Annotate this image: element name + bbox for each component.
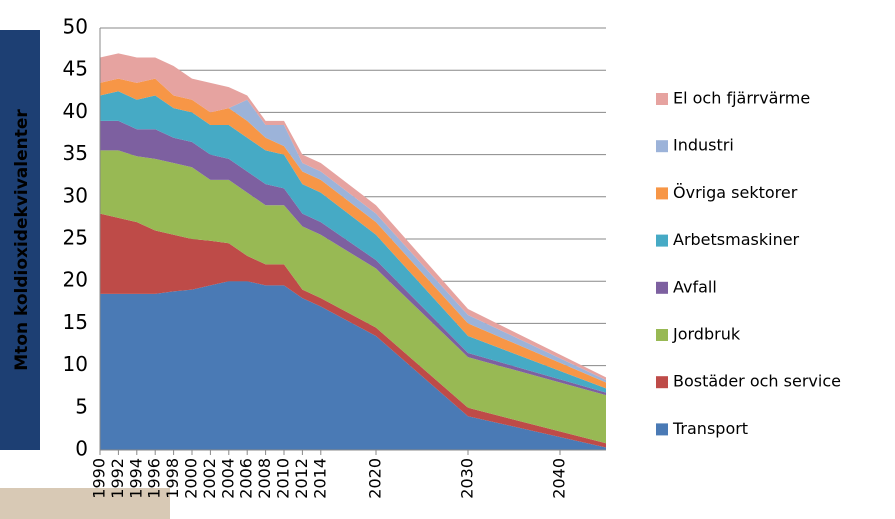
- y-axis-label: Mton koldioxidekvivalenter: [12, 109, 32, 371]
- legend-swatch: [656, 93, 668, 105]
- x-tick-label: 2020: [366, 458, 385, 499]
- y-tick-label: 35: [63, 141, 88, 165]
- x-tick-label: 2002: [200, 458, 219, 499]
- x-tick-label: 2000: [182, 458, 201, 499]
- x-tick-label: 2030: [458, 458, 477, 499]
- legend-swatch: [656, 235, 668, 247]
- y-tick-label: 15: [63, 310, 88, 334]
- y-tick-label: 5: [75, 394, 88, 418]
- legend-label: Bostäder och service: [673, 372, 841, 391]
- x-tick-label: 2014: [310, 458, 329, 499]
- legend-swatch: [656, 140, 668, 152]
- x-tick-label: 2006: [237, 458, 256, 499]
- y-tick-label: 30: [63, 183, 88, 207]
- x-tick-label: 2040: [550, 458, 569, 499]
- x-tick-label: 2004: [218, 458, 237, 499]
- legend-swatch: [656, 423, 668, 435]
- legend-label: El och fjärrvärme: [673, 89, 810, 108]
- y-tick-label: 25: [63, 226, 88, 250]
- x-tick-label: 2010: [274, 458, 293, 499]
- legend-swatch: [656, 187, 668, 199]
- y-tick-label: 0: [75, 437, 88, 461]
- x-tick-label: 1990: [90, 458, 109, 499]
- x-tick-label: 1992: [108, 458, 127, 499]
- y-tick-label: 40: [63, 99, 88, 123]
- x-tick-label: 2012: [292, 458, 311, 499]
- y-tick-label: 45: [63, 57, 88, 81]
- legend-label: Transport: [672, 419, 748, 438]
- legend-label: Avfall: [673, 277, 717, 296]
- legend-swatch: [656, 282, 668, 294]
- chart: Mton koldioxidekvivalenter 0 5 10 15 20 25 30 3…: [0, 0, 895, 519]
- y-tick-label: 50: [63, 15, 88, 39]
- x-tick-label: 1994: [126, 458, 145, 499]
- y-tick-label: 20: [63, 268, 88, 292]
- x-tick-label: 1998: [163, 458, 182, 499]
- x-tick-label: 1996: [145, 458, 164, 499]
- legend-label: Övriga sektorer: [673, 183, 798, 202]
- legend-label: Arbetsmaskiner: [673, 230, 800, 249]
- y-tick-label: 10: [63, 352, 88, 376]
- x-tick-label: 2008: [255, 458, 274, 499]
- legend-swatch: [656, 376, 668, 388]
- legend-label: Industri: [673, 136, 734, 155]
- legend-label: Jordbruk: [672, 325, 741, 344]
- legend-swatch: [656, 329, 668, 341]
